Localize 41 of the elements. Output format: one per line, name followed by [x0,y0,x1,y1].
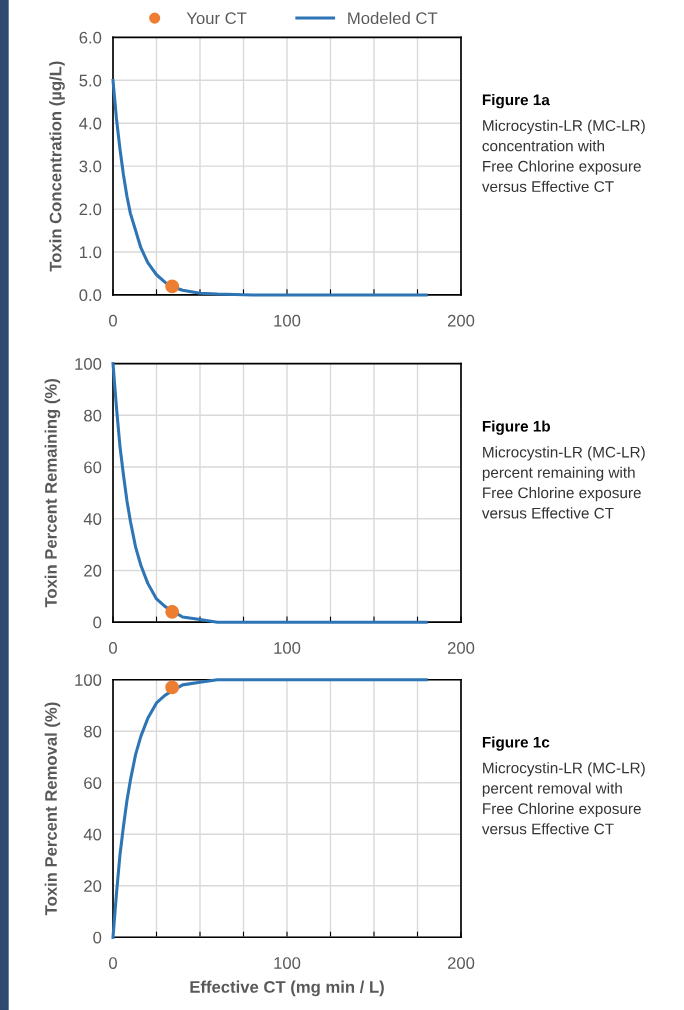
y-tick-label: 80 [84,409,102,422]
y-tick-label: 0 [93,931,102,944]
y-tick-label: 100 [75,674,102,686]
x-tick-label: 100 [274,957,301,969]
y-tick-label: 40 [83,513,102,525]
line-series [111,78,428,297]
caption: Figure 1b [482,420,551,435]
y-axis-title: Toxin Concentration (µg/L) [49,61,65,272]
y-tick-label: 5.0 [79,74,102,87]
x-tick-label: 100 [274,314,301,327]
text: Microcystin-LR (MC-LR) percent remaining with Free Chlorine exposure versus Effective CT [481,446,645,519]
x-tick-label: 200 [447,957,475,969]
x-tick-label: 0 [109,314,117,327]
y-tick-label: 0 [93,616,102,629]
y-tick-label: 2.0 [79,203,102,216]
legend-label: Modeled CT [348,11,438,25]
x-tick-label: 0 [109,642,117,654]
text: Microcystin-LR (MC-LR) concentration with Free Chlorine exposure versus Effective CT [481,119,645,192]
y-axis-title: Toxin Percent Remaining (%) [44,379,61,608]
x-axis-title: Effective CT (mg min / L) [190,980,384,997]
y-tick-label: 3.0 [79,160,102,173]
y-tick-label: 80 [84,725,102,738]
text: Microcystin-LR (MC-LR) percent removal with Free Chlorine exposure versus Effective CT [481,762,645,835]
x-tick-label: 200 [447,642,475,654]
y-tick-label: 20 [84,564,102,577]
y-tick-label: 0.0 [79,289,102,302]
y-tick-label: 4.0 [79,117,102,130]
y-tick-label: 1.0 [79,246,102,259]
y-tick-label: 6.0 [79,31,102,44]
y-tick-label: 20 [84,880,102,892]
x-tick-label: 100 [274,642,301,654]
x-tick-label: 0 [109,957,117,969]
caption: Figure 1c [482,736,550,751]
caption: Figure 1a [482,94,550,109]
y-tick-label: 60 [84,461,102,474]
x-tick-label: 200 [447,314,475,327]
y-tick-label: 40 [83,828,102,841]
y-tick-label: 60 [84,777,102,789]
y-tick-label: 100 [75,358,102,370]
legend-label: Your CT [186,12,247,25]
y-axis-title: Toxin Percent Removal (%) [44,702,61,916]
